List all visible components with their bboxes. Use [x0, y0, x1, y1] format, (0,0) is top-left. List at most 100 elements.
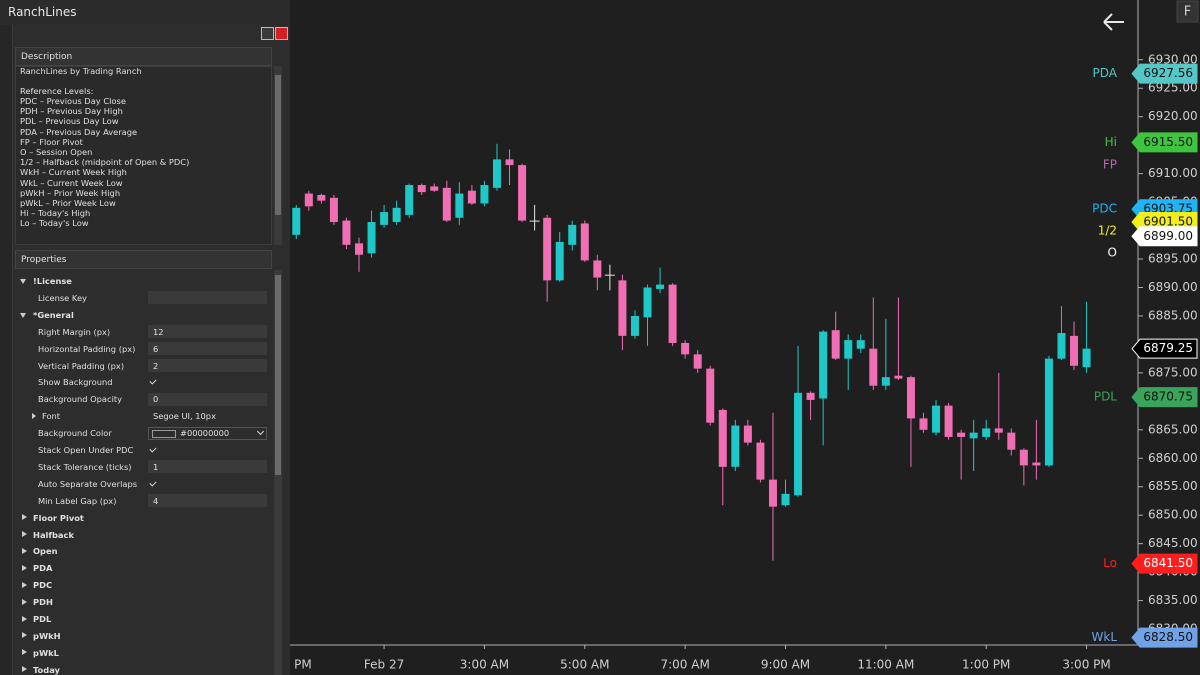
- candle-body: [982, 428, 991, 437]
- description-item: PDL – Previous Day Low: [20, 116, 119, 127]
- properties-scroll-thumb[interactable]: [275, 275, 281, 475]
- x-tick-label: 3:00 AM: [460, 658, 509, 672]
- property-value: 4: [153, 495, 159, 506]
- candle-body: [543, 217, 552, 281]
- price-tag-label: 6879.25: [1143, 341, 1193, 355]
- close-button[interactable]: [275, 27, 288, 40]
- description-heading: Reference Levels:: [20, 86, 94, 96]
- property-value: 12: [153, 326, 164, 337]
- back-arrow[interactable]: [1103, 13, 1124, 31]
- description-item: Hi – Today's High: [20, 208, 91, 219]
- property-label: Show Background: [38, 377, 113, 388]
- candle-body: [317, 194, 326, 201]
- price-tag: [1131, 387, 1198, 408]
- candle-body: [380, 212, 389, 225]
- candle-body: [630, 315, 639, 336]
- property-input[interactable]: [148, 342, 267, 356]
- candle-body: [781, 493, 790, 506]
- price-tag-label: 6828.50: [1143, 630, 1193, 644]
- property-value: 2: [153, 360, 159, 371]
- description-item: PDH – Previous Day High: [20, 106, 123, 117]
- price-tag-label: 6899.00: [1143, 229, 1193, 243]
- group-toggle[interactable]: [22, 531, 27, 537]
- checkbox-check[interactable]: [149, 377, 157, 385]
- property-input[interactable]: [148, 494, 267, 508]
- group-label: PDC: [33, 580, 53, 591]
- candle-body: [529, 220, 540, 222]
- candle-body: [731, 425, 740, 467]
- group-toggle[interactable]: [22, 514, 27, 521]
- checkbox-check[interactable]: [149, 445, 157, 453]
- group-toggle[interactable]: [22, 564, 27, 571]
- group-toggle[interactable]: [22, 666, 27, 673]
- candle-body: [856, 340, 865, 349]
- property-input[interactable]: [148, 359, 267, 372]
- candle-body: [1057, 333, 1066, 359]
- description-box: [15, 66, 272, 245]
- price-tag: [1131, 226, 1198, 247]
- side-strip: [0, 25, 13, 675]
- candle-body: [819, 331, 828, 399]
- y-tick-label: 6885.00: [1148, 308, 1198, 322]
- candle-body: [392, 207, 401, 223]
- candle-body: [1032, 462, 1041, 466]
- candle-body: [304, 193, 313, 207]
- group-label: Today: [33, 664, 60, 675]
- candle-body: [342, 220, 351, 245]
- property-label: Min Label Gap (px): [38, 495, 117, 506]
- property-label: Font: [42, 411, 61, 422]
- checkbox-check[interactable]: [149, 479, 157, 487]
- property-input[interactable]: [148, 460, 267, 474]
- level-name: 1/2: [1098, 224, 1117, 238]
- property-label: Background Opacity: [38, 394, 123, 405]
- y-tick-label: 6835.00: [1148, 593, 1198, 607]
- group-toggle[interactable]: [20, 312, 26, 318]
- property-input[interactable]: [148, 426, 267, 440]
- properties-panel: Description Properties RanchLines by Tra…: [0, 25, 290, 675]
- candle-body: [681, 342, 690, 355]
- group-label: !License: [33, 276, 72, 286]
- group-label: Open: [33, 546, 58, 557]
- candle-body: [994, 428, 1003, 433]
- description-scroll-thumb[interactable]: [275, 75, 281, 215]
- group-toggle[interactable]: [22, 615, 27, 622]
- property-value: 6: [153, 343, 159, 354]
- property-input[interactable]: [148, 392, 267, 406]
- candle-body: [430, 186, 439, 191]
- level-name: PDC: [1092, 202, 1117, 216]
- level-name: FP: [1103, 158, 1117, 172]
- y-tick-label: 6860.00: [1148, 451, 1198, 465]
- price-tag: [1131, 338, 1198, 359]
- candle-body: [518, 165, 527, 221]
- group-toggle[interactable]: [22, 649, 27, 656]
- candle-body: [329, 197, 338, 223]
- property-label: Stack Open Under PDC: [38, 445, 134, 455]
- x-tick-label: 5:00 AM: [560, 658, 609, 672]
- group-toggle[interactable]: [22, 581, 27, 588]
- candle-body: [844, 340, 853, 359]
- description-item: PDA – Previous Day Average: [20, 126, 138, 137]
- f-button-label[interactable]: F: [1184, 5, 1191, 20]
- group-toggle[interactable]: [22, 632, 27, 639]
- level-name: PDL: [1094, 390, 1117, 404]
- candle-body: [756, 442, 765, 480]
- description-item: FP – Floor Pivot: [20, 136, 83, 147]
- group-toggle[interactable]: [20, 279, 26, 284]
- y-tick-label: 6875.00: [1148, 365, 1198, 379]
- f-button[interactable]: [1176, 0, 1199, 23]
- y-tick-label: 6855.00: [1148, 479, 1198, 493]
- price-tag-label: 6870.75: [1143, 390, 1193, 404]
- help-button[interactable]: [261, 27, 274, 40]
- level-name: Lo: [1103, 556, 1117, 570]
- candle-body: [718, 409, 727, 467]
- x-tick-label: 7:00 AM: [660, 658, 709, 672]
- property-input[interactable]: [148, 291, 267, 305]
- group-toggle[interactable]: [22, 547, 27, 554]
- group-toggle[interactable]: [22, 598, 27, 605]
- property-input[interactable]: [148, 325, 267, 339]
- x-tick-label: 1:00 PM: [962, 658, 1010, 672]
- candle-body: [944, 405, 953, 437]
- expand-toggle[interactable]: [32, 413, 36, 420]
- description-intro: RanchLines by Trading Ranch: [20, 66, 142, 76]
